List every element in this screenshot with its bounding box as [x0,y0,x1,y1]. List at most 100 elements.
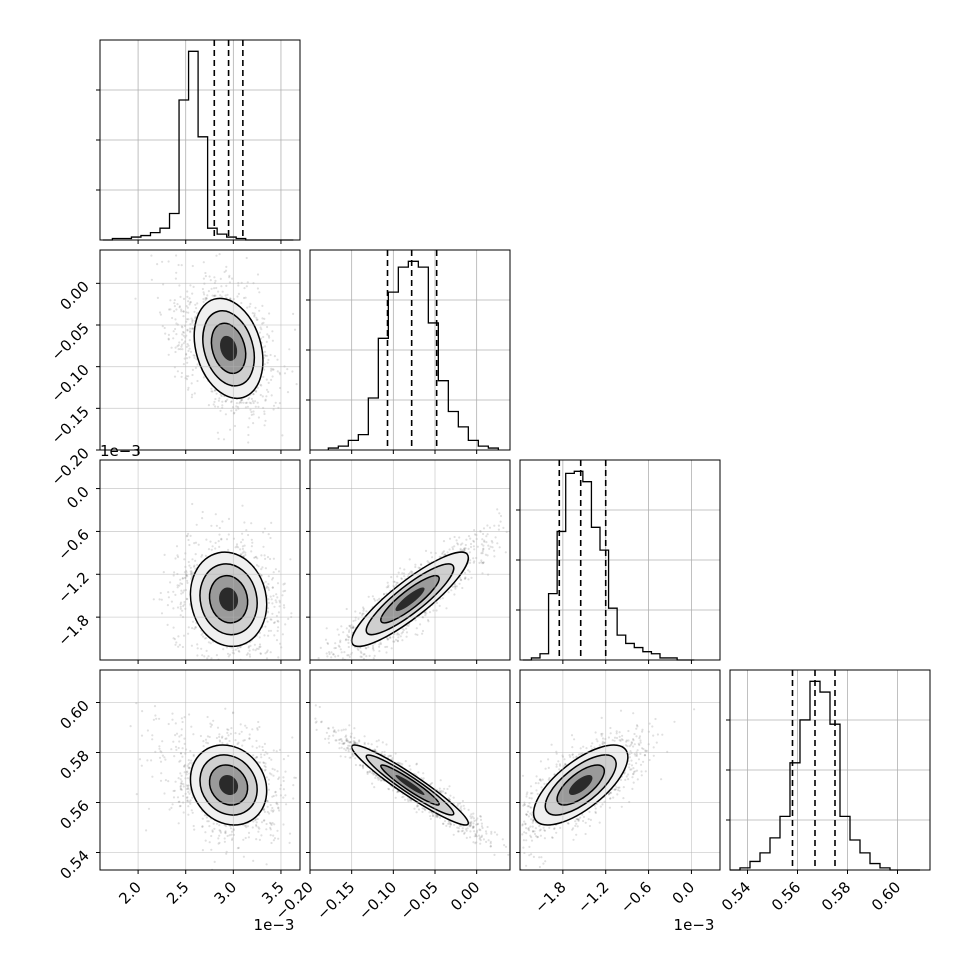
scatter-point [217,399,220,402]
scatter-point [179,578,182,581]
scatter-point [230,409,233,412]
scatter-point [328,651,331,654]
scatter-point [186,361,189,364]
scatter-point [250,538,253,541]
scatter-point [348,629,351,632]
scatter-point [340,651,343,654]
scatter-point [390,576,393,579]
scatter-point [272,594,275,598]
scatter-point [261,317,264,320]
scatter-point [226,293,229,296]
scatter-point [240,541,243,544]
scatter-point [478,561,481,565]
scatter-point [447,591,450,594]
scatter-point [177,348,180,351]
scatter-point [261,304,264,307]
scatter-point [205,297,208,300]
scatter-point [264,652,267,655]
scatter-point [170,346,173,349]
scatter-point [227,533,230,536]
scatter-point [237,741,240,744]
scatter-point [252,410,255,413]
scatter-point [298,667,300,669]
scatter-point [236,742,239,746]
scatter-point [204,831,207,834]
scatter-point [246,281,249,284]
scatter-point [156,263,159,266]
scatter-point [415,627,418,630]
scatter-point [463,547,466,551]
scatter-point [384,645,387,649]
scatter-point [242,838,245,841]
scatter-point [187,626,190,629]
scatter-point [188,713,191,716]
scatter-point [187,538,190,542]
scatter-point [150,759,153,762]
scatter-point [187,311,190,314]
scatter-point [248,305,251,308]
scatter-point [224,400,227,403]
scatter-point [482,561,485,564]
scatter-point [250,545,253,548]
scatter-point [388,636,392,639]
scatter-point [333,647,336,650]
scatter-point [174,346,177,349]
scatter-point [224,400,227,403]
scatter-point [180,371,183,375]
scatter-point [254,818,257,821]
scatter-point [178,584,181,587]
scatter-point [241,532,244,535]
scatter-point [405,631,409,634]
scatter-point [176,586,179,589]
scatter-point [267,358,270,361]
scatter-point [473,560,476,563]
scatter-point [256,386,259,389]
scatter-point [393,580,396,583]
scatter-point [401,631,404,634]
scatter-point [472,557,475,560]
scatter-point [276,358,279,361]
scatter-point [271,576,275,580]
scatter-point [223,840,226,843]
scatter-point [225,646,229,649]
scatter-point [390,647,393,650]
scatter-point [459,578,462,581]
scatter-point [419,563,423,566]
scatter-point [270,823,273,827]
scatter-point [158,745,161,748]
scatter-point [231,277,234,280]
scatter-point [340,625,343,628]
scatter-point [247,836,250,839]
scatter-point [202,291,205,294]
scatter-point [261,566,264,569]
scatter-point [190,577,193,580]
scatter-point [226,731,229,735]
panel-content [134,253,298,444]
scatter-point [187,300,190,303]
scatter-point [319,663,321,665]
scatter-point [189,300,192,304]
scatter-point [504,551,507,554]
scatter-point [237,546,240,549]
scatter-point [451,585,454,588]
scatter-point [499,514,503,518]
scatter-point [470,576,473,579]
scatter-point [160,612,164,615]
scatter-point [358,612,362,615]
scatter-point [282,583,285,586]
scatter-point [345,638,348,641]
scatter-point [265,395,268,398]
scatter-point [190,725,193,728]
scatter-point [387,584,390,587]
scatter-point [496,542,499,545]
scatter-point [227,517,231,521]
scatter-point [271,578,274,581]
scatter-point [360,655,363,659]
scatter-point [235,545,238,548]
scatter-point [499,520,502,523]
scatter-point [191,393,194,396]
scatter-point [225,284,228,287]
scatter-point [203,293,206,296]
scatter-point [416,633,419,637]
scatter-point [188,327,191,330]
